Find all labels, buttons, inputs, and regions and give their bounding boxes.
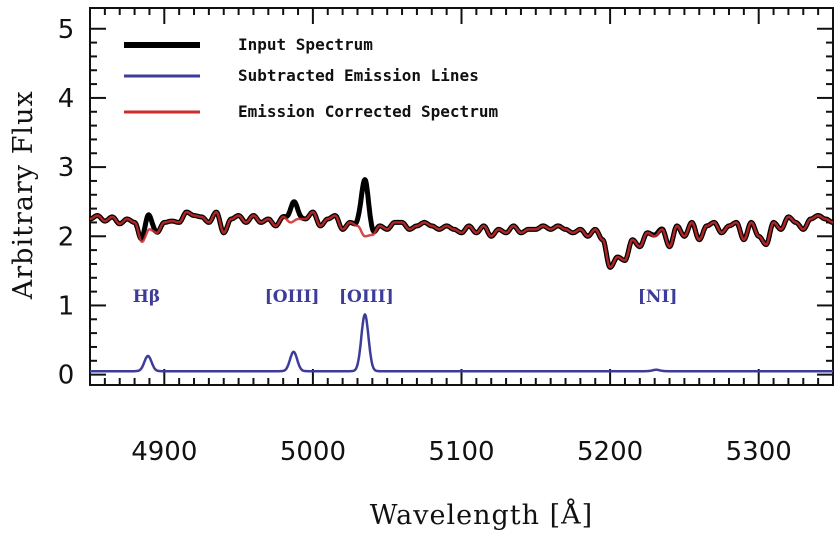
- y-tick-label: 2: [58, 222, 75, 252]
- x-tick-label: 5100: [428, 437, 494, 467]
- series-lines: [88, 177, 835, 373]
- legend-label: Emission Corrected Spectrum: [238, 102, 498, 121]
- y-tick-label: 0: [58, 361, 75, 391]
- y-axis-title: Arbitrary Flux: [8, 90, 39, 300]
- legend: Input Spectrum Subtracted Emission Lines E…: [124, 35, 498, 121]
- x-tick-label: 4900: [131, 437, 197, 467]
- emission-line-labels: Hβ [OIII] [OIII] [NI]: [133, 287, 678, 307]
- emission-line-label: [OIII]: [339, 287, 394, 307]
- x-tick-label: 5300: [726, 437, 792, 467]
- input-spectrum-line: [88, 177, 835, 270]
- y-tick-label: 4: [58, 84, 75, 114]
- x-axis-title: Wavelength [Å]: [370, 498, 593, 531]
- y-tick-label: 5: [58, 15, 75, 45]
- emission-line-label: [OIII]: [265, 287, 320, 307]
- subtracted-emission-lines-line: [89, 313, 834, 373]
- y-tick-label: 3: [58, 153, 75, 183]
- legend-label: Subtracted Emission Lines: [238, 66, 479, 85]
- legend-label: Input Spectrum: [238, 35, 373, 54]
- plot-frame: [89, 7, 834, 386]
- emission-line-label: Hβ: [133, 287, 160, 307]
- x-tick-label: 5200: [577, 437, 643, 467]
- x-tick-label: 5000: [280, 437, 346, 467]
- plot-border: [89, 7, 834, 386]
- emission-corrected-spectrum-line: [89, 210, 834, 269]
- x-axis-ticks: 4900 5000 5100 5200 5300: [89, 8, 834, 467]
- y-tick-label: 1: [58, 291, 75, 321]
- y-axis-ticks: 0 1 2 3 4 5: [58, 15, 833, 391]
- emission-line-label: [NI]: [638, 287, 678, 307]
